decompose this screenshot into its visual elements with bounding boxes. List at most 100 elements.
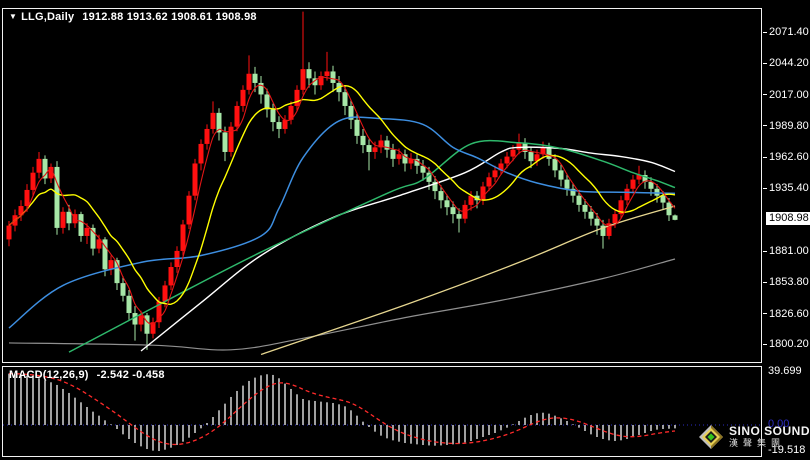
- candle-body: [186, 195, 192, 225]
- candle-body: [588, 211, 594, 219]
- candle-body: [630, 179, 636, 189]
- candle-body: [636, 174, 642, 180]
- candle-body: [414, 158, 420, 166]
- chart-symbol-marker-icon: ▼: [9, 12, 18, 21]
- candle-body: [192, 163, 198, 196]
- price-axis-scale[interactable]: 2071.40 2044.20 2017.00 1989.80 1962.60 1935.…: [763, 0, 810, 460]
- price-tick-label: 1962.60: [763, 151, 809, 163]
- candle-body: [42, 158, 48, 179]
- price-tick-label: 1881.00: [763, 245, 809, 257]
- candle-body: [576, 195, 582, 205]
- candle-body: [582, 204, 588, 212]
- candle-body: [108, 260, 114, 270]
- candle-body: [516, 142, 522, 150]
- candle-body: [558, 170, 564, 180]
- price-tick-label: 1853.80: [763, 276, 809, 288]
- candle-body: [546, 147, 552, 159]
- candle-body: [150, 322, 156, 334]
- candlestick-chart-canvas[interactable]: [3, 9, 761, 362]
- candle-body: [24, 189, 30, 207]
- price-tick-label: 2044.20: [763, 57, 809, 69]
- candle-body: [672, 215, 678, 220]
- candle-body: [48, 166, 54, 179]
- candle-body: [312, 78, 318, 86]
- logo-text-en: SINO SOUND: [729, 423, 810, 438]
- candle-body: [132, 313, 138, 325]
- candle-body: [564, 179, 570, 189]
- candle-body: [510, 149, 516, 157]
- candle-body: [462, 204, 468, 219]
- candle-body: [162, 285, 168, 302]
- candle-body: [114, 260, 120, 284]
- candle-body: [498, 163, 504, 171]
- candle-body: [594, 218, 600, 226]
- price-tick-label: 1989.80: [763, 120, 809, 132]
- macd-chart-canvas[interactable]: [3, 367, 761, 456]
- candle-body: [168, 267, 174, 286]
- candle-body: [420, 165, 426, 173]
- chart-title: ▼ LLG,Daily 1912.88 1913.62 1908.61 1908.9…: [9, 11, 257, 23]
- ma-line-yellow: [8, 84, 676, 306]
- candle-body: [240, 89, 246, 106]
- candle-body: [624, 188, 630, 201]
- ma-line-tan: [260, 205, 676, 356]
- chart-ohlc-quote: 1912.88 1913.62 1908.61 1908.98: [82, 11, 257, 23]
- price-tick-label: 2071.40: [763, 26, 809, 38]
- price-chart-panel[interactable]: ▼ LLG,Daily 1912.88 1913.62 1908.61 1908.9…: [2, 8, 762, 363]
- candle-body: [120, 283, 126, 296]
- candle-body: [378, 140, 384, 148]
- candle-body: [18, 206, 24, 216]
- candle-body: [468, 195, 474, 205]
- candle-body: [180, 224, 186, 251]
- candle-body: [318, 76, 324, 86]
- price-tick-label: 1935.40: [763, 182, 809, 194]
- candle-body: [228, 126, 234, 152]
- candle-body: [6, 225, 12, 240]
- candle-body: [552, 158, 558, 171]
- macd-label: MACD(12,26,9) -2.542 -0.458: [9, 369, 165, 381]
- candle-body: [486, 177, 492, 187]
- candle-body: [540, 147, 546, 155]
- candle-body: [384, 140, 390, 150]
- candle-body: [612, 214, 618, 224]
- ma-line-gray: [8, 258, 676, 351]
- macd-indicator-panel[interactable]: MACD(12,26,9) -2.542 -0.458: [2, 366, 762, 457]
- candle-body: [654, 188, 660, 196]
- candle-body: [570, 188, 576, 196]
- candle-body: [666, 202, 672, 216]
- macd-signal-line: [8, 372, 676, 446]
- candle-body: [438, 191, 444, 201]
- ma-line-green: [68, 139, 676, 353]
- logo-text-cn: 漢聲集團: [729, 437, 786, 448]
- candle-body: [300, 69, 306, 90]
- candle-body: [432, 181, 438, 192]
- candle-body: [606, 223, 612, 236]
- candle-body: [60, 211, 66, 228]
- candle-body: [426, 172, 432, 182]
- candle-body: [408, 158, 414, 164]
- chart-symbol-period: LLG,Daily: [21, 11, 75, 23]
- candle-body: [342, 92, 348, 106]
- ma-line-red: [8, 76, 676, 325]
- candle-body: [198, 143, 204, 164]
- price-tick-label: 2017.00: [763, 89, 809, 101]
- candle-body: [372, 147, 378, 152]
- candle-body: [642, 174, 648, 182]
- candle-body: [294, 89, 300, 106]
- candle-body: [450, 207, 456, 215]
- candle-body: [366, 145, 372, 152]
- candle-body: [534, 154, 540, 162]
- macd-tick-label: 39.699: [768, 365, 802, 377]
- candle-body: [396, 154, 402, 159]
- macd-indicator-values: -2.542 -0.458: [96, 369, 165, 381]
- candle-body: [234, 105, 240, 127]
- candle-body: [30, 172, 36, 190]
- ma-line-blue: [8, 116, 676, 329]
- macd-indicator-name: MACD(12,26,9): [9, 369, 89, 381]
- price-tick-label: 1826.60: [763, 308, 809, 320]
- sino-sound-logo: SINO SOUND 漢聲集團: [698, 424, 810, 450]
- candle-body: [324, 71, 330, 77]
- candle-body: [288, 105, 294, 120]
- candle-body: [360, 135, 366, 146]
- candle-body: [84, 227, 90, 236]
